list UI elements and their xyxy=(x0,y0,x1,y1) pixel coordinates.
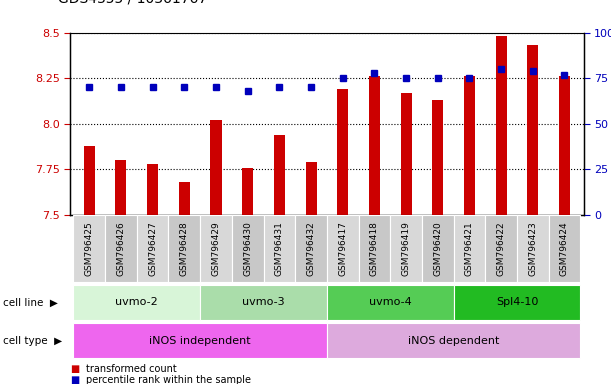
Bar xyxy=(169,215,200,282)
Text: percentile rank within the sample: percentile rank within the sample xyxy=(86,375,251,384)
Text: GSM796418: GSM796418 xyxy=(370,221,379,276)
Text: GSM796424: GSM796424 xyxy=(560,221,569,276)
Text: ■: ■ xyxy=(70,375,79,384)
Text: Spl4-10: Spl4-10 xyxy=(496,297,538,308)
Text: ■: ■ xyxy=(70,364,79,374)
Text: GDS4355 / 10361767: GDS4355 / 10361767 xyxy=(58,0,207,6)
Bar xyxy=(496,36,507,215)
Text: GSM796426: GSM796426 xyxy=(117,221,125,276)
Bar xyxy=(242,167,253,215)
Text: cell line  ▶: cell line ▶ xyxy=(3,297,58,308)
Bar xyxy=(390,215,422,282)
Text: uvmo-2: uvmo-2 xyxy=(115,297,158,308)
Bar xyxy=(105,215,137,282)
Text: transformed count: transformed count xyxy=(86,364,177,374)
Bar xyxy=(453,215,485,282)
Bar xyxy=(327,323,580,358)
Text: GSM796420: GSM796420 xyxy=(433,221,442,276)
Bar xyxy=(527,45,538,215)
Bar xyxy=(453,285,580,320)
Bar xyxy=(210,120,222,215)
Bar xyxy=(517,215,549,282)
Bar xyxy=(337,89,348,215)
Text: GSM796421: GSM796421 xyxy=(465,221,474,276)
Bar xyxy=(263,215,295,282)
Bar xyxy=(464,76,475,215)
Bar xyxy=(369,76,380,215)
Text: uvmo-4: uvmo-4 xyxy=(369,297,412,308)
Bar xyxy=(432,100,444,215)
Text: uvmo-3: uvmo-3 xyxy=(242,297,285,308)
Bar xyxy=(73,285,200,320)
Bar xyxy=(115,161,126,215)
Text: GSM796427: GSM796427 xyxy=(148,221,157,276)
Bar xyxy=(401,93,412,215)
Bar xyxy=(295,215,327,282)
Bar xyxy=(232,215,263,282)
Bar xyxy=(359,215,390,282)
Text: GSM796432: GSM796432 xyxy=(307,221,315,276)
Bar xyxy=(274,135,285,215)
Text: GSM796422: GSM796422 xyxy=(497,221,506,276)
Text: GSM796417: GSM796417 xyxy=(338,221,347,276)
Text: GSM796425: GSM796425 xyxy=(85,221,93,276)
Bar xyxy=(327,215,359,282)
Bar xyxy=(73,323,327,358)
Bar xyxy=(422,215,453,282)
Bar xyxy=(84,146,95,215)
Bar xyxy=(559,76,570,215)
Text: GSM796431: GSM796431 xyxy=(275,221,284,276)
Text: GSM796430: GSM796430 xyxy=(243,221,252,276)
Text: cell type  ▶: cell type ▶ xyxy=(3,336,62,346)
Bar xyxy=(179,182,190,215)
Bar xyxy=(73,215,105,282)
Bar xyxy=(485,215,517,282)
Text: GSM796428: GSM796428 xyxy=(180,221,189,276)
Bar xyxy=(200,285,327,320)
Bar xyxy=(327,285,453,320)
Bar xyxy=(137,215,169,282)
Bar xyxy=(200,215,232,282)
Text: iNOS dependent: iNOS dependent xyxy=(408,336,499,346)
Bar xyxy=(147,164,158,215)
Bar xyxy=(549,215,580,282)
Text: GSM796419: GSM796419 xyxy=(401,221,411,276)
Text: iNOS independent: iNOS independent xyxy=(149,336,251,346)
Bar xyxy=(306,162,316,215)
Text: GSM796429: GSM796429 xyxy=(211,221,221,276)
Text: GSM796423: GSM796423 xyxy=(529,221,537,276)
